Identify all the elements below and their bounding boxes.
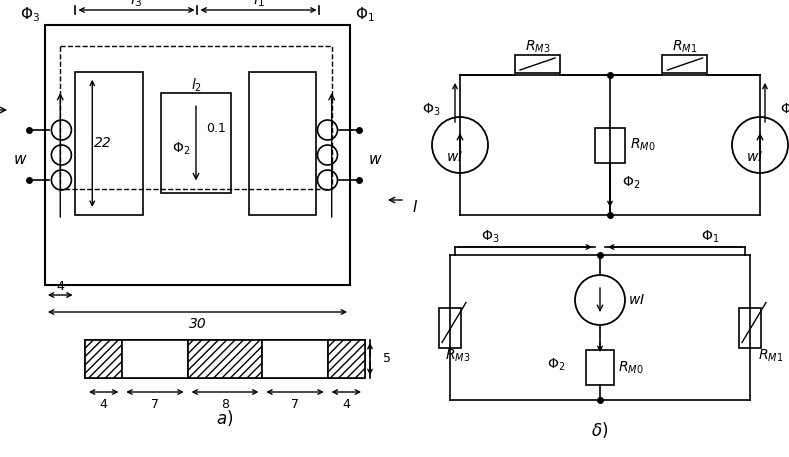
Bar [327, 340, 365, 378]
Text: w: w [13, 153, 26, 168]
Text: 5: 5 [383, 352, 391, 366]
Bar [439, 308, 461, 347]
Bar [595, 128, 625, 163]
Text: $\Phi_3$: $\Phi_3$ [481, 229, 499, 245]
Text: $R_{M0}$: $R_{M0}$ [630, 137, 656, 153]
Text: $\Phi_3$: $\Phi_3$ [421, 102, 440, 118]
Bar [262, 340, 327, 378]
Text: $\Phi_2$: $\Phi_2$ [547, 357, 565, 373]
Bar [663, 55, 708, 73]
Text: $\Phi_2$: $\Phi_2$ [622, 174, 641, 191]
Bar [327, 340, 365, 378]
Text: $R_{M3}$: $R_{M3}$ [445, 347, 471, 364]
Text: $l_3$: $l_3$ [130, 0, 143, 9]
Text: 4: 4 [342, 398, 350, 410]
Text: $\Phi_1$: $\Phi_1$ [780, 102, 789, 118]
Bar [122, 340, 188, 378]
Bar [188, 340, 262, 378]
Bar [249, 72, 316, 215]
Text: $a)$: $a)$ [216, 408, 234, 428]
Text: 22: 22 [94, 136, 112, 150]
Bar [85, 340, 122, 378]
Text: $\Phi_3$: $\Phi_3$ [20, 5, 40, 24]
Text: $l_2$: $l_2$ [192, 76, 203, 94]
Text: $\mathit{0.1}$: $\mathit{0.1}$ [206, 122, 226, 135]
Text: 8: 8 [221, 398, 229, 410]
Text: $R_{M1}$: $R_{M1}$ [672, 39, 697, 55]
Bar [60, 46, 331, 189]
Text: 30: 30 [189, 317, 207, 331]
Text: $wI$: $wI$ [746, 150, 764, 164]
Text: $\Phi_1$: $\Phi_1$ [355, 5, 375, 24]
Bar [85, 340, 365, 378]
Bar [76, 72, 143, 215]
Text: I: I [413, 200, 417, 214]
Bar [161, 93, 231, 193]
Text: $\Phi_2$: $\Phi_2$ [172, 140, 190, 156]
Text: 4: 4 [56, 280, 64, 292]
Bar [85, 340, 122, 378]
Text: 7: 7 [291, 398, 299, 410]
Bar [515, 55, 560, 73]
Bar [586, 350, 614, 385]
Text: $\Phi_1$: $\Phi_1$ [701, 229, 719, 245]
Text: w: w [368, 153, 381, 168]
Bar [45, 25, 350, 285]
Text: $l_1$: $l_1$ [252, 0, 264, 9]
Text: $wI$: $wI$ [628, 293, 645, 307]
Text: 4: 4 [99, 398, 107, 410]
Text: $R_{M0}$: $R_{M0}$ [618, 359, 644, 376]
Text: $\mathit{\delta)}$: $\mathit{\delta)}$ [592, 420, 608, 440]
Text: $R_{M3}$: $R_{M3}$ [525, 39, 550, 55]
Bar [739, 308, 761, 347]
Text: 7: 7 [151, 398, 159, 410]
Text: $wI$: $wI$ [447, 150, 463, 164]
Bar [188, 340, 262, 378]
Text: $R_{M1}$: $R_{M1}$ [758, 347, 783, 364]
